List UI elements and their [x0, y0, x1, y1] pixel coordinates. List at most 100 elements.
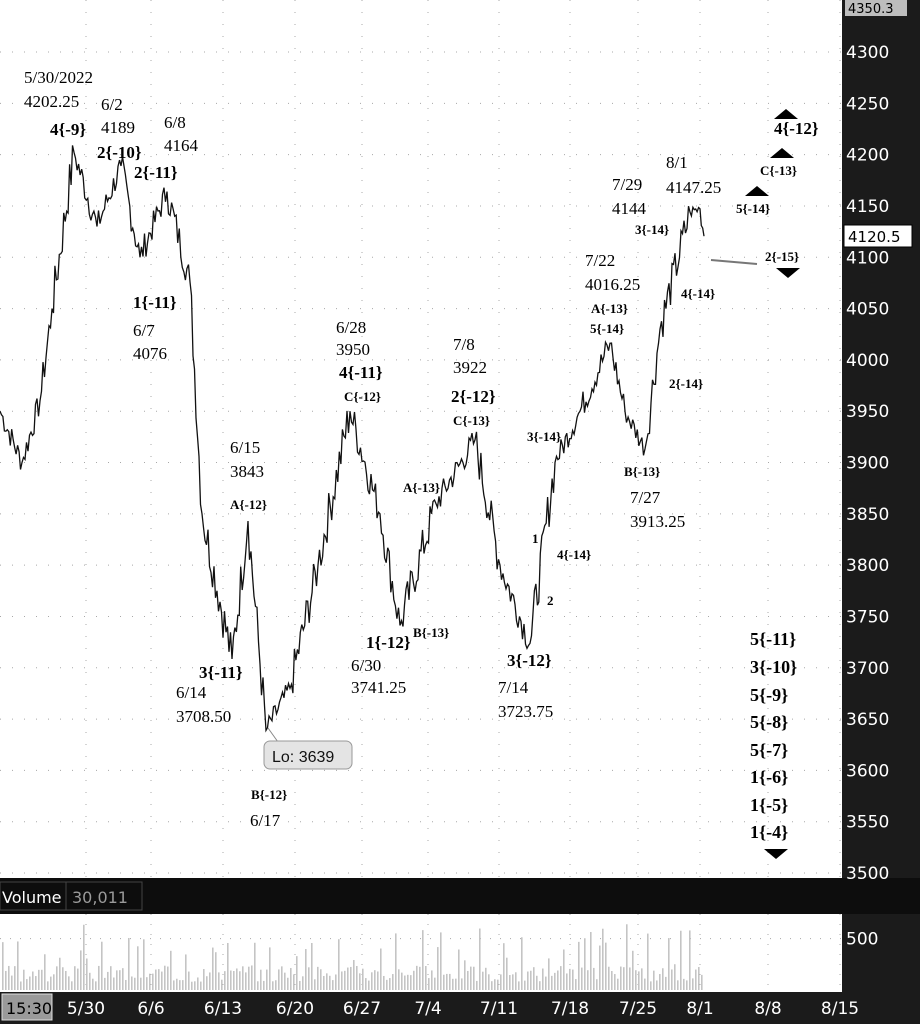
volume-bar — [686, 980, 688, 990]
volume-bar — [119, 970, 121, 990]
date-tick-label: 7/4 — [414, 999, 441, 1019]
wave-label: 3{-14} — [635, 222, 669, 237]
wave-label: 2{-10} — [97, 143, 142, 162]
volume-bar — [662, 968, 664, 990]
volume-bar — [521, 937, 523, 990]
arrow-down-2-15 — [776, 268, 800, 278]
volume-bar — [503, 943, 505, 990]
volume-bar — [92, 978, 94, 990]
volume-bar — [50, 976, 52, 990]
time-badge-box — [1, 993, 53, 1021]
plot-area — [0, 0, 842, 878]
volume-bar — [275, 980, 277, 990]
volume-bar — [335, 974, 337, 990]
volume-bar — [599, 945, 601, 990]
volume-bar — [215, 952, 217, 990]
date-tick-label: 8/1 — [686, 999, 713, 1019]
volume-bar — [125, 979, 127, 990]
volume-bar — [689, 930, 691, 990]
volume-bar — [278, 969, 280, 990]
volume-bar — [461, 978, 463, 990]
wave-label: 2 — [547, 593, 554, 608]
wave-label: A{-13} — [403, 480, 440, 495]
volume-bar — [422, 930, 424, 990]
volume-bar — [380, 948, 382, 990]
date-axis-ticks: 5/30 6/6 6/13 6/20 6/27 7/4 7/11 7/18 7/25 8/1 8/8… — [67, 999, 859, 1019]
volume-bar — [410, 975, 412, 990]
volume-bar — [35, 976, 37, 990]
volume-bar — [185, 954, 187, 990]
volume-bar — [491, 981, 493, 990]
volume-bar — [98, 965, 100, 990]
volume-bar — [104, 977, 106, 990]
volume-axis-ticks: 500 — [846, 930, 878, 950]
volume-bar — [485, 967, 487, 990]
volume-bar — [377, 971, 379, 990]
volume-bar — [524, 980, 526, 990]
volume-bar — [554, 972, 556, 990]
volume-bar — [323, 975, 325, 990]
volume-bar — [149, 973, 151, 990]
volume-bar — [431, 970, 433, 990]
volume-bar — [245, 972, 247, 990]
volume-bar — [551, 975, 553, 990]
volume-bar — [638, 971, 640, 990]
volume-bar — [308, 967, 310, 990]
volume-bar — [200, 981, 202, 990]
volume-bar — [671, 969, 673, 990]
volume-bar — [569, 968, 571, 990]
volume-bar — [134, 977, 136, 990]
volume-header-bar — [0, 878, 920, 914]
volume-bar — [566, 973, 568, 990]
price-tick-label: 4200 — [846, 146, 889, 166]
volume-bar — [701, 974, 703, 990]
price-axis-panel — [842, 0, 920, 878]
volume-bar — [449, 973, 451, 990]
volume-bar — [314, 979, 316, 990]
volume-bar — [113, 977, 115, 990]
volume-bar — [302, 976, 304, 990]
date-tick-label: 7/11 — [480, 999, 518, 1019]
volume-tick-label: 500 — [846, 930, 878, 950]
volume-bar — [527, 971, 529, 990]
volume-bar — [356, 966, 358, 990]
volume-bar — [488, 974, 490, 990]
stack-label: 1{-5} — [750, 795, 788, 815]
volume-bar — [647, 933, 649, 990]
volume-bar — [482, 971, 484, 990]
volume-bar — [239, 971, 241, 990]
volume-bar — [653, 970, 655, 990]
volume-bar — [122, 968, 124, 990]
volume-bar — [107, 971, 109, 990]
annotation-price: 4016.25 — [585, 275, 640, 294]
wave-label: B{-13} — [624, 464, 660, 479]
date-axis-panel — [0, 992, 920, 1024]
volume-bar — [479, 928, 481, 990]
volume-bar — [269, 947, 271, 990]
volume-bar — [545, 976, 547, 990]
price-tick-label: 3850 — [846, 505, 889, 525]
wave-label: B{-12} — [251, 787, 287, 802]
volume-bar — [56, 966, 58, 990]
volume-bar — [77, 968, 79, 990]
annotation-price: 4076 — [133, 344, 167, 363]
volume-value: 30,011 — [72, 888, 128, 907]
volume-bar — [254, 942, 256, 990]
volume-bar — [353, 960, 355, 990]
volume-bar — [320, 969, 322, 990]
annotation-date: 6/30 — [351, 656, 381, 675]
volume-bar — [440, 932, 442, 990]
volume-bar — [332, 980, 334, 990]
volume-bar — [26, 979, 28, 990]
lo-callout: Lo: 3639 — [272, 749, 334, 766]
annotation-date: 6/8 — [164, 113, 186, 132]
volume-bar — [83, 924, 85, 990]
annotation-date: 6/28 — [336, 318, 366, 337]
volume-bar — [236, 968, 238, 990]
annotation-price: 3741.25 — [351, 678, 406, 697]
volume-bar — [608, 966, 610, 990]
volume-bar — [74, 966, 76, 990]
volume-bar — [518, 981, 520, 990]
volume-bar — [224, 971, 226, 990]
